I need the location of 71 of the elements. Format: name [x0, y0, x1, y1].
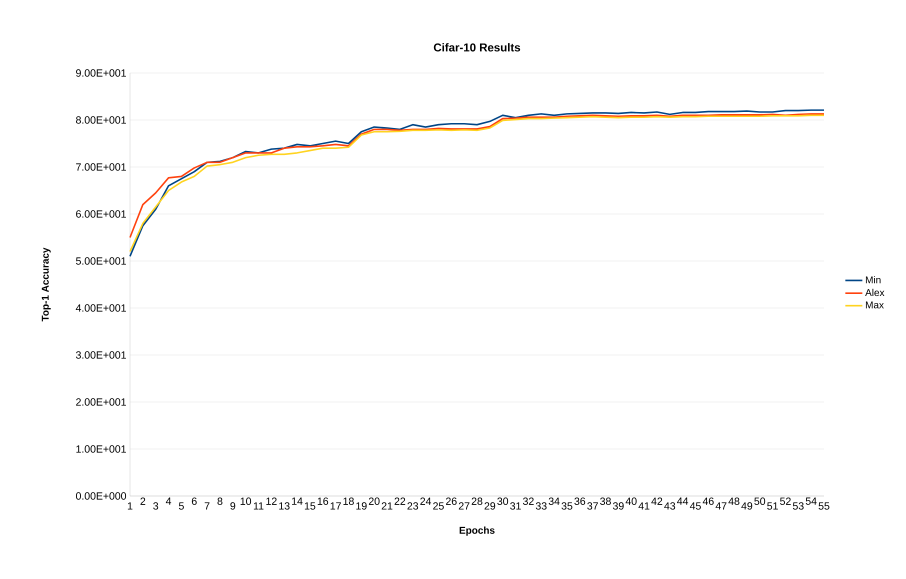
x-tick-label: 28 [472, 498, 482, 505]
x-tick-label: 14 [292, 498, 303, 505]
y-tick-label: 0.00E+000 [76, 492, 126, 500]
y-tick-label: 6.00E+001 [76, 210, 126, 218]
y-tick-label: 7.00E+001 [76, 163, 126, 171]
x-tick-label: 30 [497, 498, 508, 505]
x-tick-label: 29 [484, 502, 496, 510]
x-tick-label: 42 [651, 498, 662, 505]
x-tick-label: 16 [318, 498, 328, 505]
x-tick-label: 51 [767, 502, 778, 510]
x-tick-label: 40 [626, 498, 637, 505]
x-tick-label: 52 [780, 498, 791, 505]
x-tick-label: 35 [562, 502, 572, 510]
x-tick-label: 26 [446, 498, 457, 505]
x-tick-label: 31 [510, 502, 521, 510]
x-tick-label: 53 [792, 502, 804, 510]
x-tick-label: 25 [433, 502, 444, 510]
x-axis-title: Epochs [460, 526, 495, 536]
x-tick-label: 13 [279, 502, 290, 510]
y-tick-label: 1.00E+001 [76, 445, 126, 453]
legend-label: Min [866, 276, 881, 284]
x-tick-label: 9 [230, 502, 236, 510]
y-tick-label: 2.00E+001 [76, 398, 126, 406]
x-tick-label: 21 [382, 502, 392, 510]
x-tick-label: 38 [600, 498, 611, 505]
x-tick-label: 41 [638, 502, 650, 510]
x-tick-label: 10 [240, 498, 252, 505]
x-tick-label: 15 [304, 502, 316, 510]
y-tick-label: 5.00E+001 [76, 257, 126, 265]
x-tick-label: 1 [128, 502, 132, 510]
y-axis-title: Top-1 Accuracy [42, 248, 51, 322]
x-tick-label: 3 [153, 502, 158, 510]
x-tick-label: 33 [536, 502, 547, 510]
y-tick-label: 4.00E+001 [76, 304, 126, 312]
x-tick-label: 44 [677, 498, 688, 505]
x-tick-label: 4 [166, 498, 172, 505]
chart-title: Cifar-10 Results [434, 43, 520, 52]
x-tick-label: 7 [204, 502, 210, 510]
x-tick-label: 20 [368, 498, 380, 505]
x-tick-label: 48 [728, 498, 740, 505]
legend-label: Max [866, 301, 884, 308]
x-tick-label: 50 [754, 498, 766, 505]
x-tick-label: 24 [420, 498, 432, 505]
legend-label: Alex [865, 288, 884, 296]
y-tick-label: 8.00E+001 [76, 116, 126, 124]
x-tick-label: 12 [266, 498, 277, 505]
x-tick-label: 23 [407, 502, 418, 510]
x-tick-label: 34 [548, 498, 560, 505]
x-tick-label: 39 [612, 502, 624, 510]
x-tick-label: 8 [218, 498, 222, 505]
x-tick-label: 5 [178, 502, 184, 510]
y-tick-label: 9.00E+001 [76, 69, 126, 77]
x-tick-label: 36 [574, 498, 586, 505]
x-tick-label: 54 [806, 498, 817, 505]
y-tick-label: 3.00E+001 [76, 351, 126, 359]
x-tick-label: 45 [690, 502, 701, 510]
x-tick-label: 37 [587, 502, 598, 510]
x-tick-label: 17 [330, 502, 341, 510]
x-tick-label: 43 [664, 502, 676, 510]
x-tick-label: 11 [254, 502, 264, 510]
x-tick-label: 2 [140, 498, 146, 505]
x-tick-label: 47 [716, 502, 726, 510]
x-tick-label: 18 [343, 498, 354, 505]
x-tick-label: 32 [522, 498, 534, 505]
x-tick-label: 6 [192, 498, 197, 505]
x-tick-label: 27 [458, 502, 470, 510]
x-tick-label: 22 [394, 498, 406, 505]
x-tick-label: 46 [702, 498, 714, 505]
x-tick-label: 49 [741, 502, 752, 510]
x-tick-label: 19 [356, 502, 367, 510]
x-tick-label: 55 [818, 502, 830, 510]
